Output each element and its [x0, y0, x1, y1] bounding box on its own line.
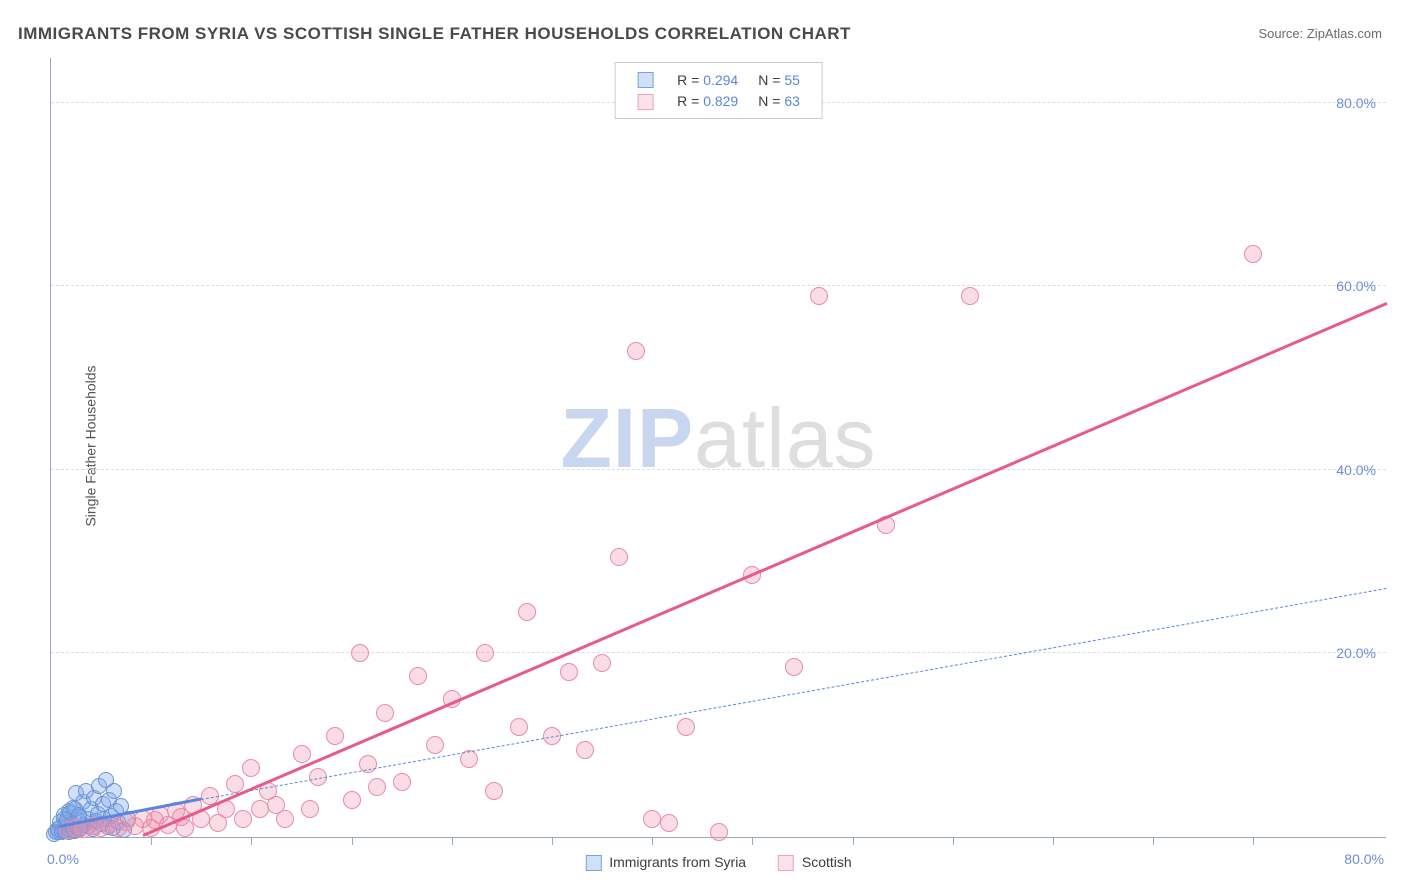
marker-scottish — [576, 741, 594, 759]
legend-syria-N: 55 — [784, 72, 800, 88]
marker-scottish — [476, 644, 494, 662]
gridline — [51, 285, 1386, 286]
marker-scottish — [368, 778, 386, 796]
marker-scottish — [510, 718, 528, 736]
legend-R-label: R = — [677, 72, 699, 88]
marker-scottish — [1244, 245, 1262, 263]
x-axis-min-label: 0.0% — [47, 851, 79, 867]
legend-N-label: N = — [758, 72, 780, 88]
marker-scottish — [351, 644, 369, 662]
gridline — [51, 469, 1386, 470]
legend-item-scottish: Scottish — [778, 854, 852, 870]
x-tick — [1153, 837, 1154, 845]
trendline — [201, 588, 1387, 800]
marker-scottish — [267, 796, 285, 814]
marker-scottish — [518, 603, 536, 621]
marker-scottish — [409, 667, 427, 685]
swatch-syria — [637, 72, 653, 88]
marker-scottish — [610, 548, 628, 566]
marker-scottish — [961, 287, 979, 305]
marker-scottish — [426, 736, 444, 754]
legend-scottish-label: Scottish — [802, 854, 852, 870]
x-tick — [251, 837, 252, 845]
x-tick — [1053, 837, 1054, 845]
legend-N-label: N = — [758, 93, 780, 109]
y-tick-label: 40.0% — [1336, 462, 1376, 478]
marker-scottish — [710, 823, 728, 841]
marker-scottish — [301, 800, 319, 818]
series-legend: Immigrants from Syria Scottish — [571, 854, 865, 871]
marker-scottish — [343, 791, 361, 809]
marker-scottish — [242, 759, 260, 777]
legend-scottish-N: 63 — [784, 93, 800, 109]
gridline — [51, 652, 1386, 653]
marker-scottish — [785, 658, 803, 676]
legend-scottish-R: 0.829 — [703, 93, 738, 109]
y-tick-label: 60.0% — [1336, 278, 1376, 294]
source-credit: Source: ZipAtlas.com — [1258, 26, 1382, 41]
marker-scottish — [643, 810, 661, 828]
marker-scottish — [251, 800, 269, 818]
marker-scottish — [393, 773, 411, 791]
x-tick — [752, 837, 753, 845]
x-tick — [352, 837, 353, 845]
watermark: ZIPatlas — [560, 389, 876, 486]
correlation-legend: R = 0.294 N = 55 R = 0.829 N = 63 — [614, 62, 823, 119]
marker-scottish — [485, 782, 503, 800]
legend-syria-R: 0.294 — [703, 72, 738, 88]
legend-row-syria: R = 0.294 N = 55 — [627, 69, 810, 90]
marker-scottish — [293, 745, 311, 763]
marker-scottish — [234, 810, 252, 828]
legend-row-scottish: R = 0.829 N = 63 — [627, 90, 810, 111]
swatch-scottish — [637, 94, 653, 110]
y-tick-label: 80.0% — [1336, 95, 1376, 111]
x-tick — [552, 837, 553, 845]
x-tick — [151, 837, 152, 845]
legend-item-syria: Immigrants from Syria — [585, 854, 746, 870]
watermark-atlas: atlas — [694, 390, 876, 484]
swatch-syria-icon — [585, 855, 601, 871]
marker-syria — [106, 783, 122, 799]
x-axis-max-label: 80.0% — [1344, 851, 1384, 867]
legend-R-label: R = — [677, 93, 699, 109]
marker-scottish — [810, 287, 828, 305]
marker-scottish — [677, 718, 695, 736]
x-tick — [953, 837, 954, 845]
legend-syria-label: Immigrants from Syria — [609, 854, 746, 870]
marker-scottish — [593, 654, 611, 672]
source-prefix: Source: — [1258, 26, 1306, 41]
x-tick — [452, 837, 453, 845]
chart-plot-area: ZIPatlas R = 0.294 N = 55 R = 0.829 N = … — [50, 58, 1386, 838]
x-tick — [652, 837, 653, 845]
x-tick — [853, 837, 854, 845]
marker-scottish — [627, 342, 645, 360]
marker-scottish — [226, 775, 244, 793]
marker-scottish — [326, 727, 344, 745]
marker-scottish — [660, 814, 678, 832]
y-tick-label: 20.0% — [1336, 645, 1376, 661]
swatch-scottish-icon — [778, 855, 794, 871]
source-link[interactable]: ZipAtlas.com — [1307, 26, 1382, 41]
x-tick — [1253, 837, 1254, 845]
watermark-zip: ZIP — [560, 390, 694, 484]
chart-title: IMMIGRANTS FROM SYRIA VS SCOTTISH SINGLE… — [18, 24, 851, 44]
marker-scottish — [376, 704, 394, 722]
trendline — [142, 302, 1387, 837]
marker-scottish — [560, 663, 578, 681]
